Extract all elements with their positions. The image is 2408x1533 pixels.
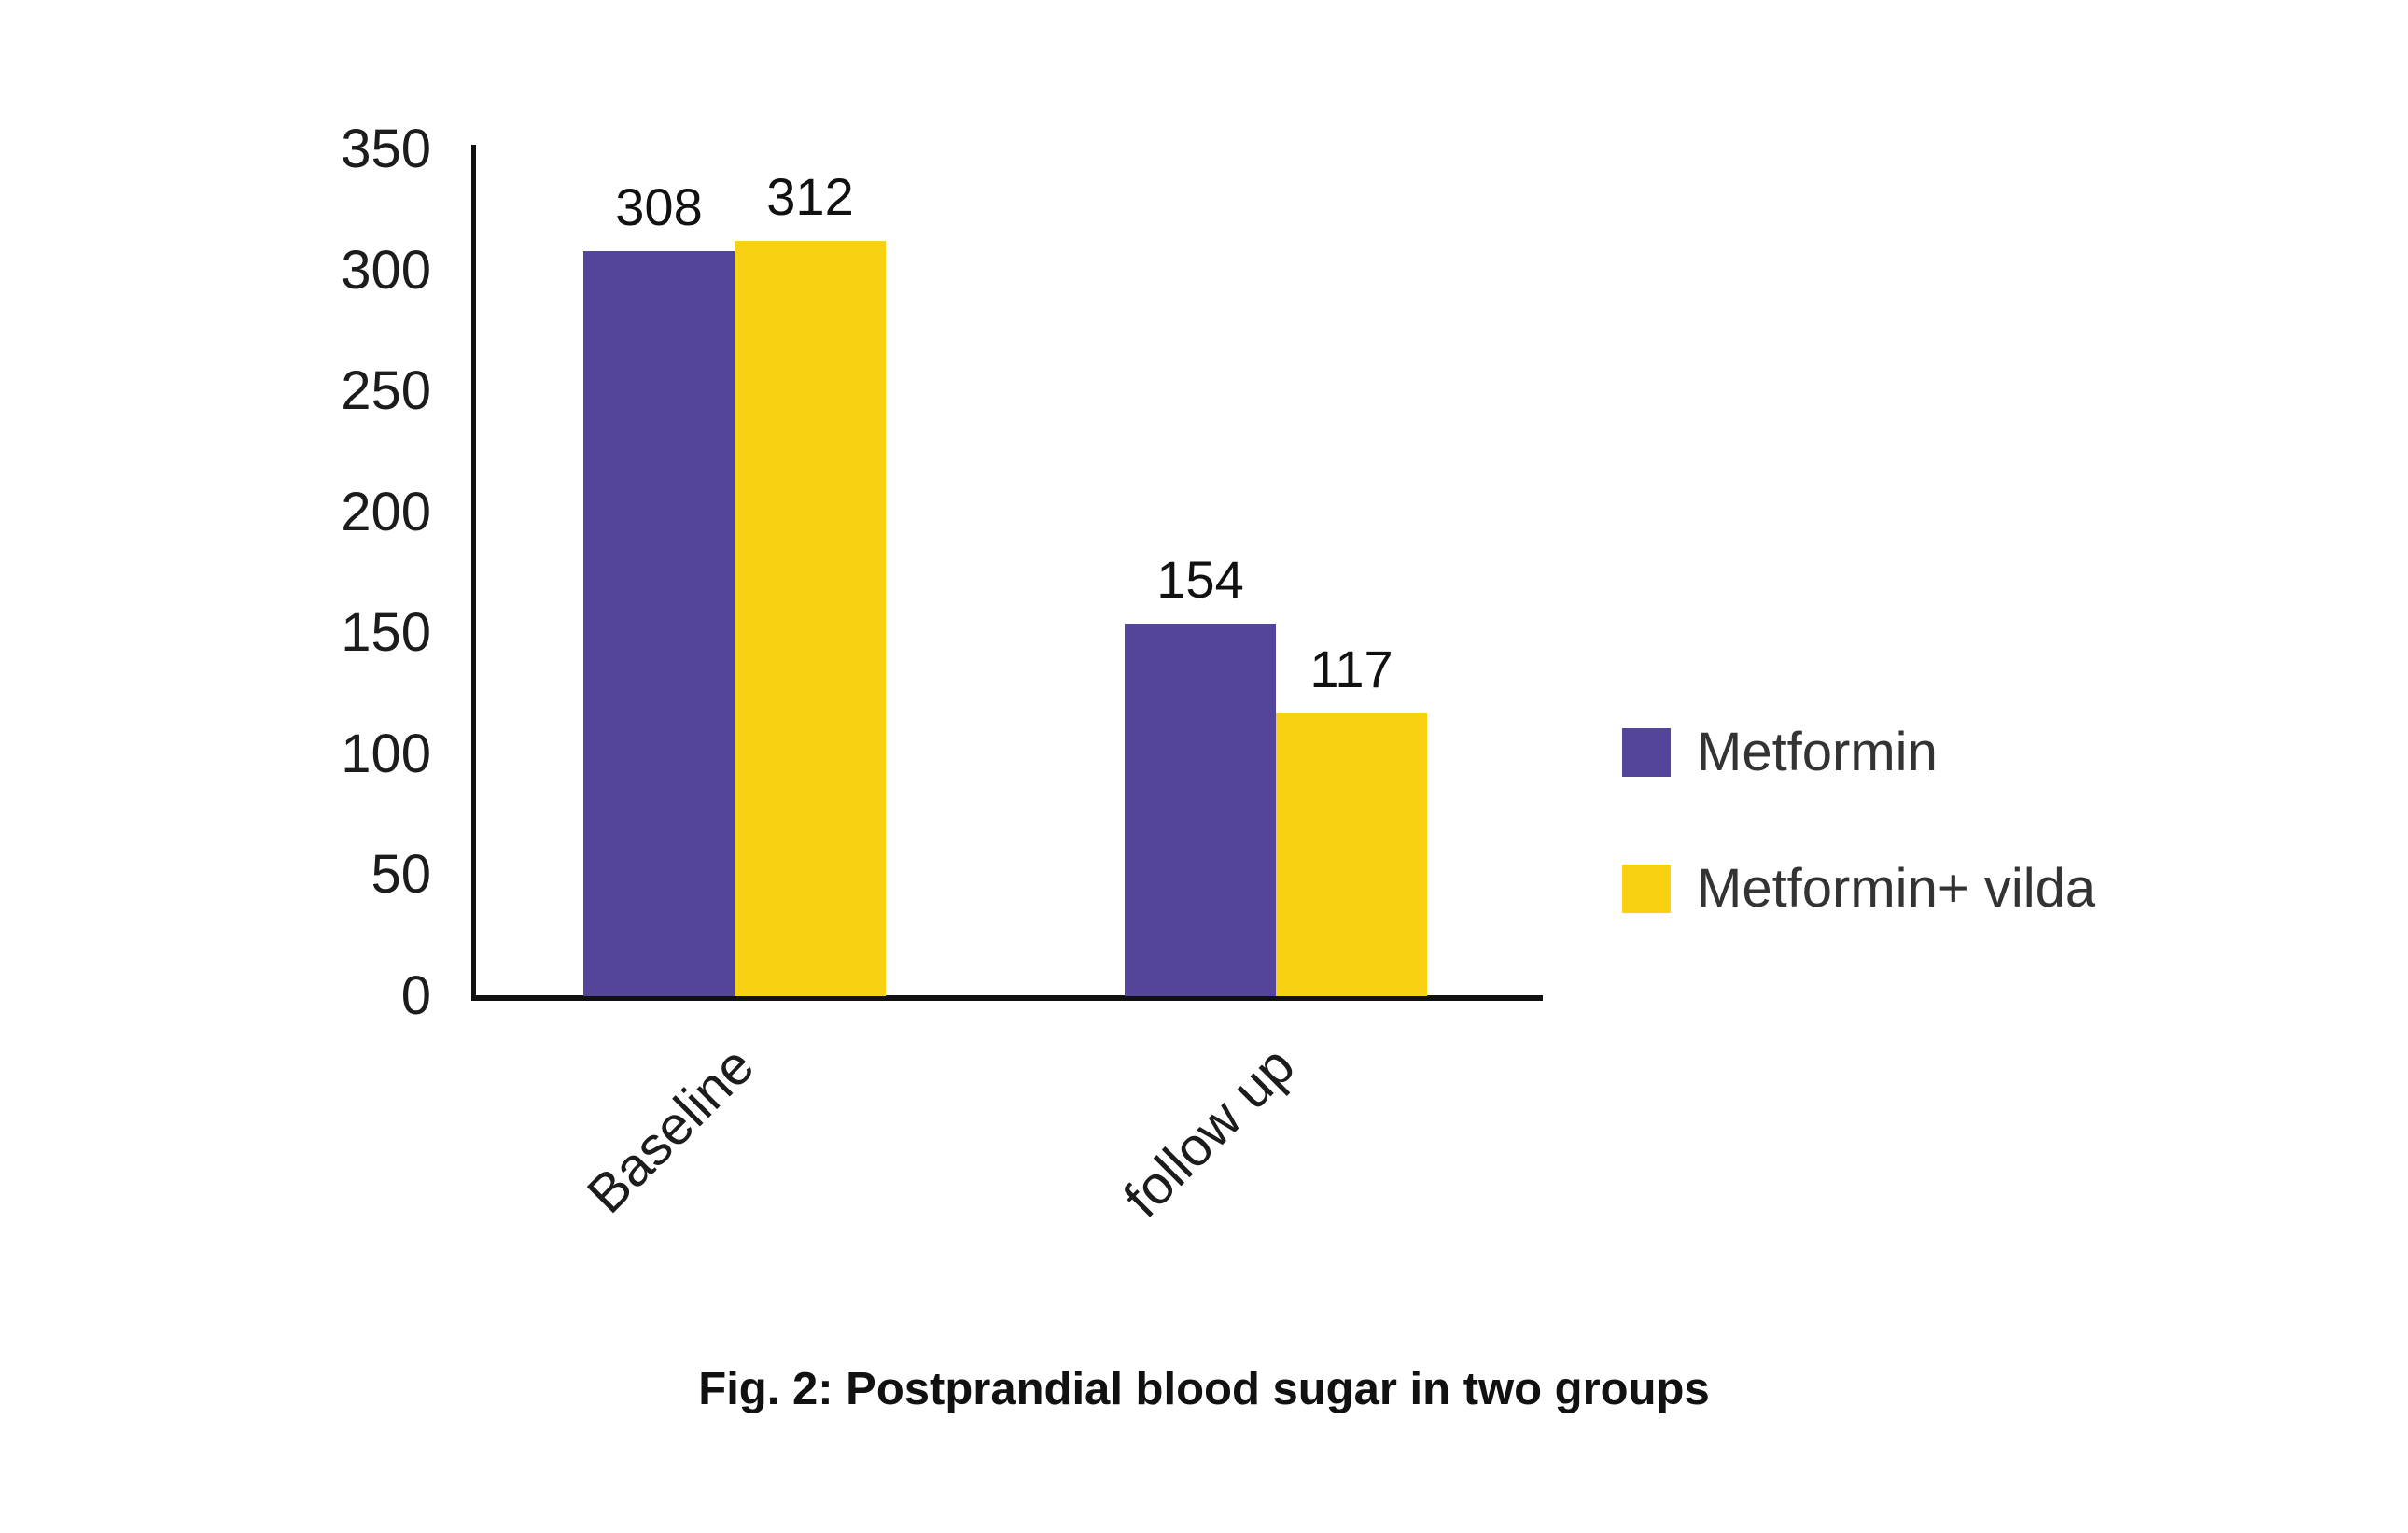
legend-label-metformin-vilda: Metformin+ vilda <box>1697 858 2096 919</box>
legend-item-metformin: Metformin <box>1622 722 1938 782</box>
y-tick-label-200: 200 <box>341 481 431 542</box>
legend-label-metformin: Metformin <box>1697 722 1938 782</box>
bar-metformin-vilda-follow-up <box>1276 712 1427 996</box>
legend: Metformin Metformin+ vilda <box>1622 722 2275 1062</box>
legend-item-metformin-vilda: Metformin+ vilda <box>1622 858 2096 919</box>
y-tick-label-100: 100 <box>341 723 431 784</box>
bar-metformin-baseline <box>583 250 735 996</box>
bar-metformin-vilda-baseline <box>735 241 886 996</box>
bar-value-label-follow-up-metformin-vilda: 117 <box>1309 639 1393 698</box>
y-tick-label-50: 50 <box>371 844 431 906</box>
bar-value-label-baseline-metformin: 308 <box>615 176 703 236</box>
bar-value-label-baseline-metformin-vilda: 312 <box>766 167 854 227</box>
x-category-label-baseline: Baseline <box>575 1034 765 1225</box>
y-tick-label-0: 0 <box>400 965 431 1026</box>
y-tick-label-250: 250 <box>341 360 431 422</box>
x-axis-line <box>471 995 1543 1001</box>
bar-metformin-follow-up <box>1125 623 1276 996</box>
bar-value-label-follow-up-metformin: 154 <box>1156 549 1244 609</box>
legend-swatch-metformin <box>1622 728 1671 777</box>
y-tick-label-300: 300 <box>341 239 431 301</box>
figure-caption: Fig. 2: Postprandial blood sugar in two … <box>698 1364 1710 1414</box>
legend-swatch-metformin-vilda <box>1622 865 1671 913</box>
y-tick-label-350: 350 <box>341 119 431 179</box>
x-category-label-follow-up: follow up <box>1112 1034 1307 1230</box>
y-tick-label-150: 150 <box>341 602 431 664</box>
y-axis-line <box>471 145 476 997</box>
